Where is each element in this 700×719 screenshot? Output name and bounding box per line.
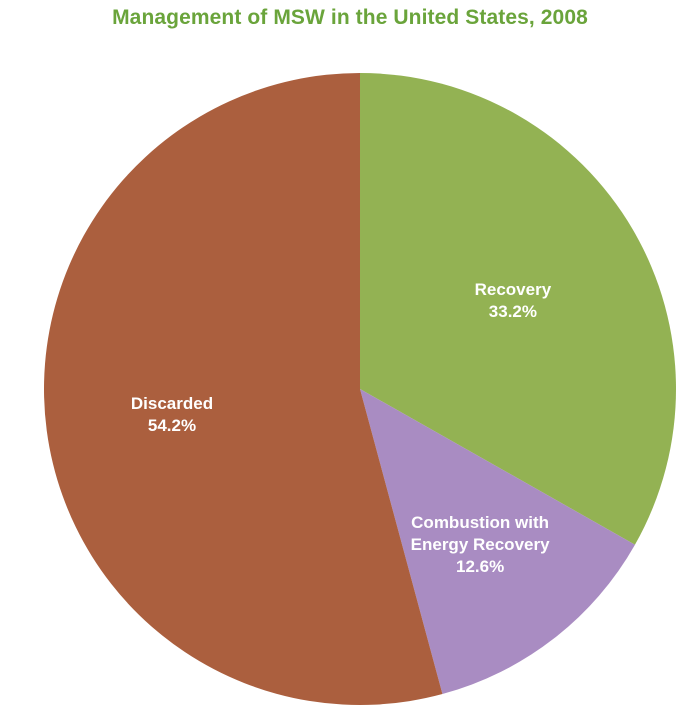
pie-label-recovery: Recovery 33.2% bbox=[475, 280, 552, 321]
pie-slice-combustion-with-energy-recovery bbox=[360, 389, 635, 695]
pie-label-discarded: Discarded 54.2% bbox=[131, 394, 213, 435]
pie-slice-discarded bbox=[44, 73, 443, 705]
chart-title: Management of MSW in the United States, … bbox=[112, 6, 588, 29]
pie-slice-recovery bbox=[360, 72, 677, 545]
pie-label-combustion-with-energy-recovery: Combustion with Energy Recovery 12.6% bbox=[411, 513, 550, 576]
pie-slices bbox=[44, 72, 677, 705]
pie-labels: Recovery 33.2% Combustion with Energy Recov… bbox=[131, 280, 552, 576]
